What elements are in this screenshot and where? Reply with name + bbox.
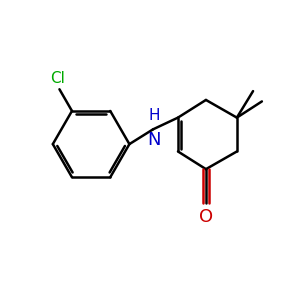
Text: O: O <box>199 208 213 226</box>
Text: H: H <box>149 108 160 123</box>
Text: N: N <box>148 131 161 149</box>
Text: Cl: Cl <box>50 71 65 86</box>
